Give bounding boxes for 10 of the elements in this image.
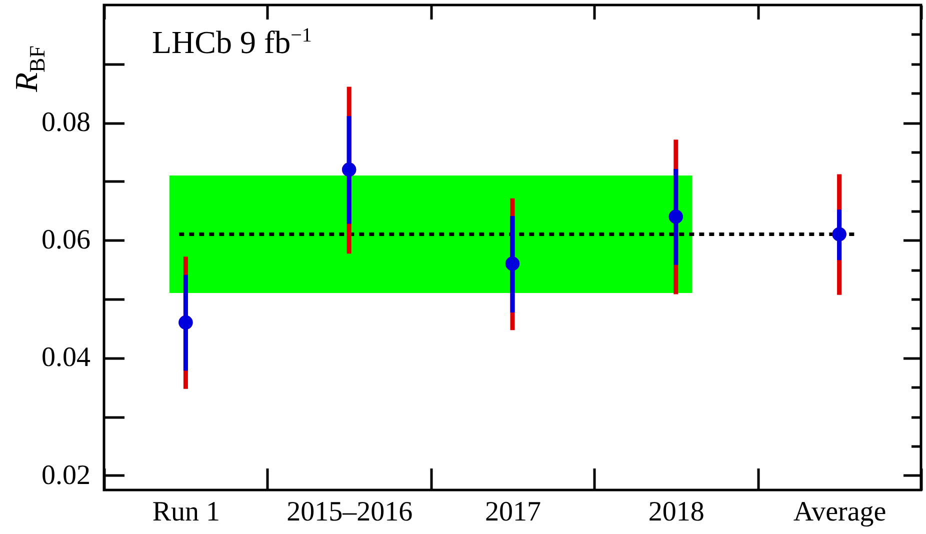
annotation: LHCb 9 fb$^{−1}$ — [152, 24, 312, 61]
y-tick-label: 0.06 — [42, 224, 90, 256]
y-tick-label: 0.08 — [42, 107, 90, 138]
x-tick-label: 2018 — [648, 496, 704, 528]
y-tick-label: 0.02 — [42, 460, 90, 491]
x-tick-label: 2015–2016 — [286, 496, 413, 528]
x-tick-label: 2017 — [485, 496, 541, 528]
x-tick-label: Average — [793, 496, 886, 528]
x-tick-label: Run 1 — [152, 496, 220, 528]
y-tick-label: 0.04 — [42, 342, 90, 374]
